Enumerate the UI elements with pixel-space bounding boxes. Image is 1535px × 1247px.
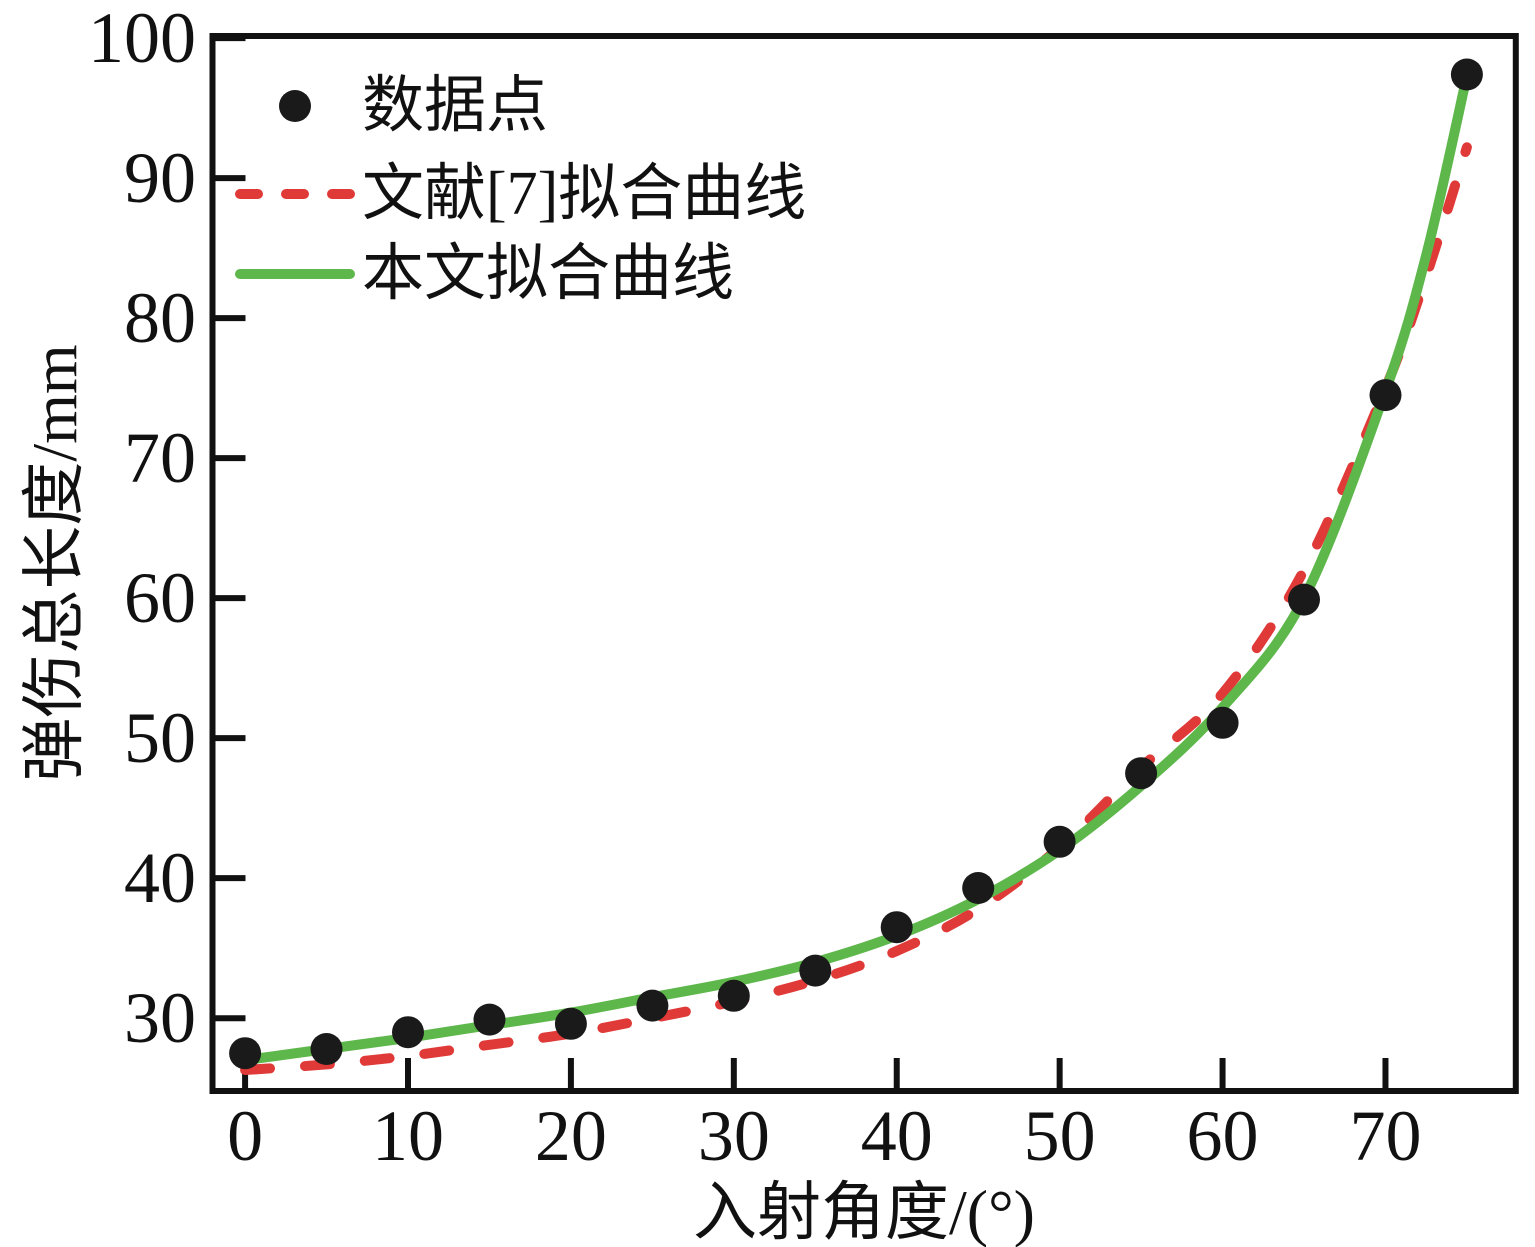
y-tick-label: 60 (124, 558, 196, 638)
data-point (229, 1037, 262, 1070)
fit-curve-reference (240, 142, 1472, 1075)
legend-label: 文献[7]拟合曲线 (362, 160, 806, 228)
x-axis-title: 入射角度/(°) (693, 1177, 1035, 1247)
y-axis: 30 40 50 60 70 80 90 100 (88, 0, 246, 1058)
x-tick-label: 50 (1024, 1096, 1096, 1176)
x-tick-label: 70 (1349, 1096, 1421, 1176)
x-tick-label: 60 (1187, 1096, 1259, 1176)
y-tick-label: 40 (124, 838, 196, 918)
series-data-points (229, 58, 1483, 1070)
y-tick-label: 50 (124, 698, 196, 778)
x-tick-label: 20 (535, 1096, 607, 1176)
data-point (1043, 825, 1076, 858)
y-tick-label: 90 (124, 138, 196, 218)
x-tick-label: 10 (372, 1096, 444, 1176)
data-point (799, 954, 832, 987)
data-point (1206, 706, 1239, 739)
y-tick-label: 30 (124, 978, 196, 1058)
data-point (1125, 757, 1158, 790)
x-axis: 0 10 20 30 40 50 60 70 (227, 1058, 1421, 1176)
data-point (717, 979, 750, 1012)
plot-frame (209, 33, 1519, 1094)
data-point (880, 911, 913, 944)
series-layer (229, 58, 1483, 1075)
legend-label: 数据点 (362, 72, 548, 140)
data-point (636, 989, 669, 1022)
data-point (554, 1007, 587, 1040)
y-tick-label: 80 (124, 278, 196, 358)
x-tick-label: 0 (227, 1096, 263, 1176)
x-tick-label: 30 (698, 1096, 770, 1176)
data-point (1288, 583, 1320, 616)
data-point (962, 872, 995, 904)
legend-dot-marker (279, 90, 311, 122)
data-point (1369, 379, 1402, 412)
y-tick-label: 70 (124, 418, 196, 498)
y-axis-title: 弹伤总长度/mm (19, 344, 90, 781)
data-point (473, 1003, 506, 1036)
data-point (392, 1016, 424, 1049)
data-point (310, 1033, 343, 1065)
legend-label: 本文拟合曲线 (362, 240, 734, 308)
data-point (1450, 58, 1483, 91)
y-tick-label: 100 (88, 0, 196, 78)
x-tick-label: 40 (861, 1096, 933, 1176)
